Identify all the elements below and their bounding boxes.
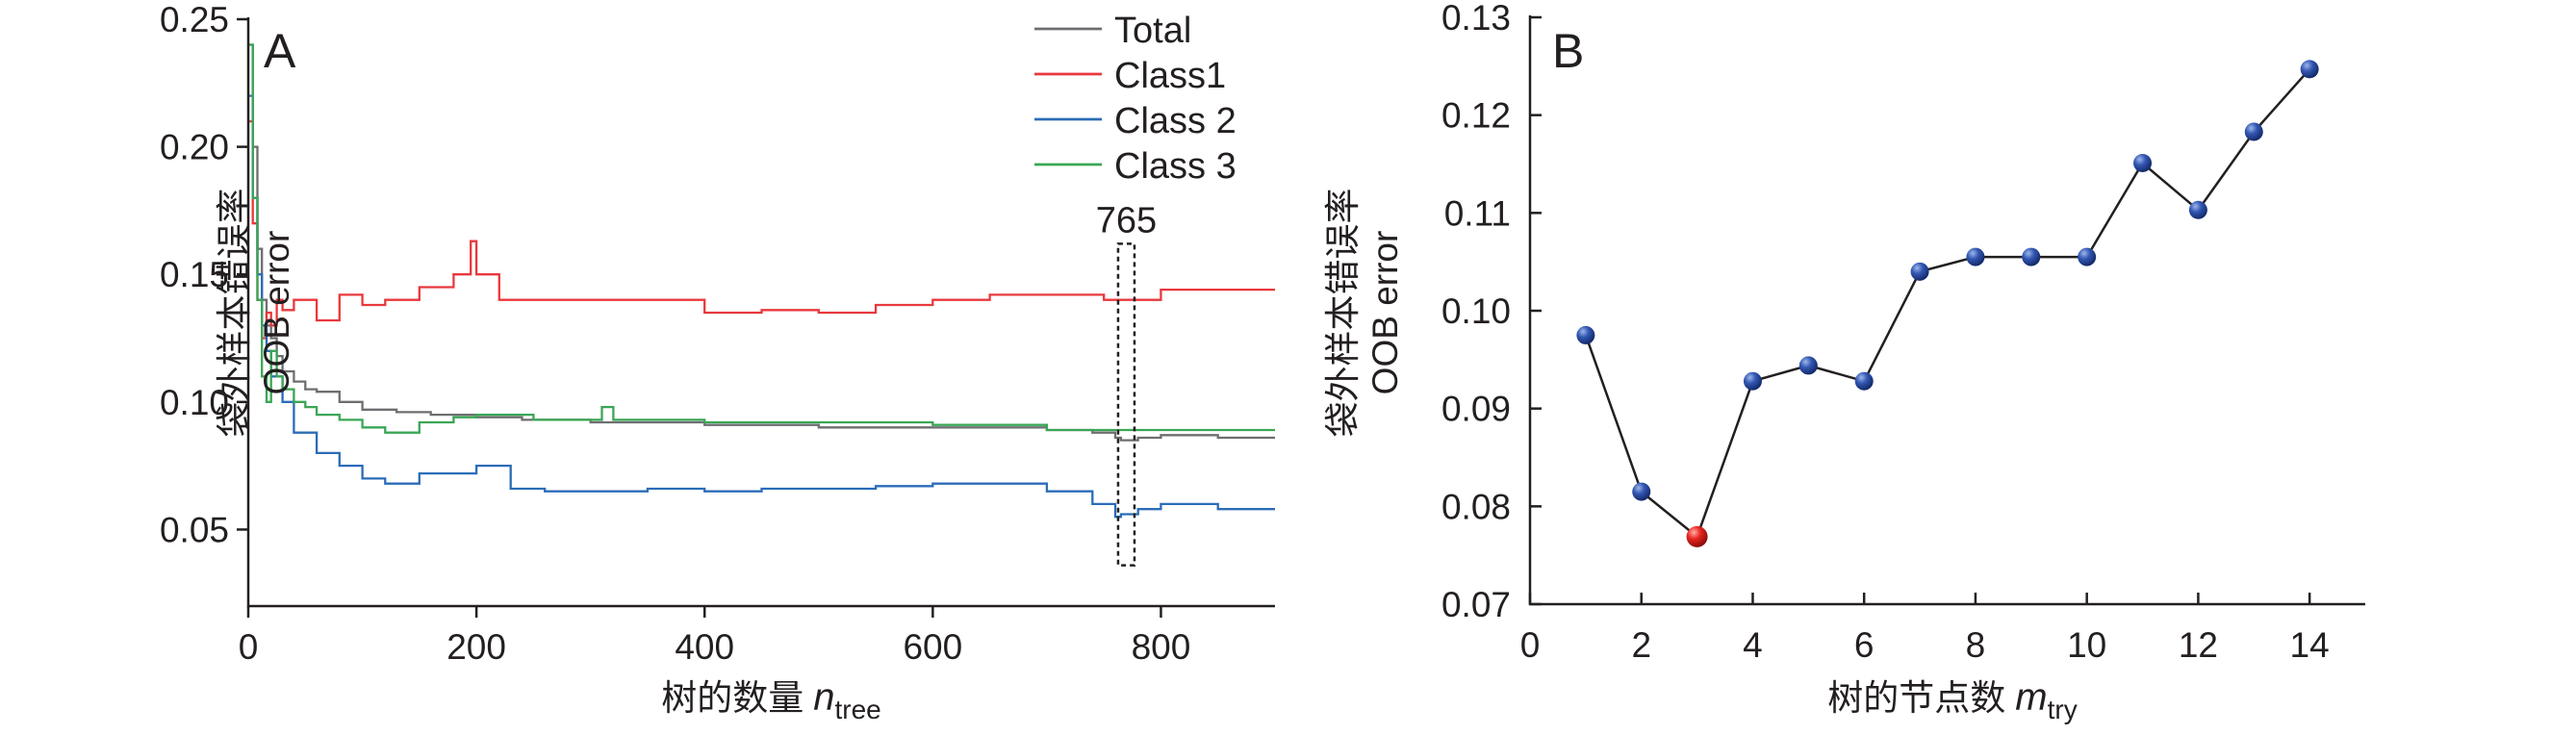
- panel-b-y-axis-title-en: OOB error: [1365, 231, 1405, 395]
- data-point: [1798, 356, 1818, 375]
- panel-b-points: [1576, 60, 2319, 547]
- legend-label-class-2: Class 2: [1114, 101, 1237, 141]
- panel-b-axes: [1528, 15, 2365, 606]
- y-tick-label: 0.25: [160, 0, 229, 39]
- panel-b-x-axis-title: 树的节点数 mtry: [1827, 676, 2077, 724]
- y-tick-label: 0.10: [160, 383, 229, 422]
- panel-a-y-axis-title-en: OOB error: [257, 231, 296, 395]
- panel-a-x-ticks: 0 200 400 600 800: [239, 606, 1191, 667]
- panel-a-label: A: [264, 24, 296, 78]
- data-point: [1910, 262, 1929, 281]
- x-tick-label: 2: [1631, 625, 1651, 665]
- y-tick-label: 0.09: [1441, 390, 1511, 429]
- x-tick-label: 600: [903, 627, 962, 667]
- data-point-optimal: [1686, 525, 1708, 547]
- data-point: [1743, 371, 1762, 391]
- x-axis-title-sub: try: [2048, 695, 2078, 724]
- annotation-box: [1116, 242, 1136, 567]
- x-tick-label: 800: [1132, 627, 1191, 667]
- panel-a: 765 0 200 400 600 800 0.05 0.10 0.15 0.20 0.25 A…: [160, 0, 1275, 724]
- panel-a-y-axis-title-cn: 袋外样本错误率: [215, 189, 254, 438]
- legend-label-class1: Class1: [1114, 56, 1226, 96]
- legend-label-total: Total: [1114, 11, 1191, 51]
- legend-label-class-3: Class 3: [1114, 146, 1237, 187]
- y-tick-label: 0.10: [1441, 291, 1511, 331]
- x-tick-label: 14: [2290, 625, 2330, 665]
- data-point: [1576, 325, 1595, 344]
- x-tick-label: 200: [446, 627, 506, 667]
- data-point: [2188, 200, 2207, 219]
- x-tick-label: 400: [675, 627, 734, 667]
- y-tick-label: 0.08: [1441, 487, 1511, 526]
- y-tick-label: 0.13: [1441, 0, 1511, 38]
- panel-b: 0 2 4 6 8 10 12 14 0.07 0.08 0.09 0.10 0.11 0.12 0.13…: [1323, 0, 2365, 724]
- panel-a-legend: Total Class1 Class 2 Class 3: [1034, 11, 1237, 187]
- x-tick-label: 0: [239, 627, 259, 667]
- x-axis-title-cn: 树的节点数: [1827, 678, 2005, 718]
- data-point: [2244, 122, 2263, 141]
- y-tick-label: 0.05: [160, 510, 229, 549]
- panel-a-y-ticks: 0.05 0.10 0.15 0.20 0.25: [160, 0, 248, 549]
- x-tick-label: 10: [2067, 625, 2106, 665]
- y-tick-label: 0.15: [160, 255, 229, 294]
- x-axis-title-var: m: [2015, 676, 2047, 719]
- panel-b-series-line: [1584, 68, 2311, 539]
- data-point: [1854, 371, 1874, 391]
- x-tick-label: 12: [2179, 625, 2218, 665]
- data-point: [2078, 247, 2097, 266]
- panel-a-series: [249, 43, 1275, 519]
- x-axis-title-var: n: [813, 676, 834, 719]
- series-line-class-3: [249, 43, 1275, 434]
- panel-b-y-axis-title-cn: 袋外样本错误率: [1323, 189, 1363, 438]
- annotation-label: 765: [1096, 200, 1157, 241]
- x-axis-title-cn: 树的数量: [661, 678, 803, 718]
- panel-a-x-axis-title: 树的数量 ntree: [661, 676, 881, 724]
- panel-b-x-ticks: 0 2 4 6 8 10 12 14: [1520, 593, 2330, 665]
- x-axis-title-sub: tree: [835, 695, 881, 724]
- y-tick-label: 0.07: [1441, 585, 1511, 624]
- x-tick-label: 4: [1743, 625, 1763, 665]
- x-tick-label: 0: [1520, 625, 1541, 665]
- data-point: [2300, 60, 2319, 79]
- panel-b-y-ticks: 0.07 0.08 0.09 0.10 0.11 0.12 0.13: [1441, 0, 1542, 624]
- data-point: [2022, 247, 2041, 266]
- data-point: [1632, 482, 1651, 501]
- data-point: [1966, 247, 1985, 266]
- panel-a-annotation: 765: [1096, 200, 1157, 567]
- y-tick-label: 0.12: [1441, 96, 1511, 136]
- panel-b-label: B: [1552, 24, 1584, 78]
- x-tick-label: 8: [1966, 625, 1986, 665]
- y-tick-label: 0.11: [1444, 193, 1511, 233]
- y-tick-label: 0.20: [160, 128, 229, 167]
- x-tick-label: 6: [1854, 625, 1875, 665]
- data-point: [2133, 153, 2153, 172]
- series-line-class1: [249, 119, 1275, 340]
